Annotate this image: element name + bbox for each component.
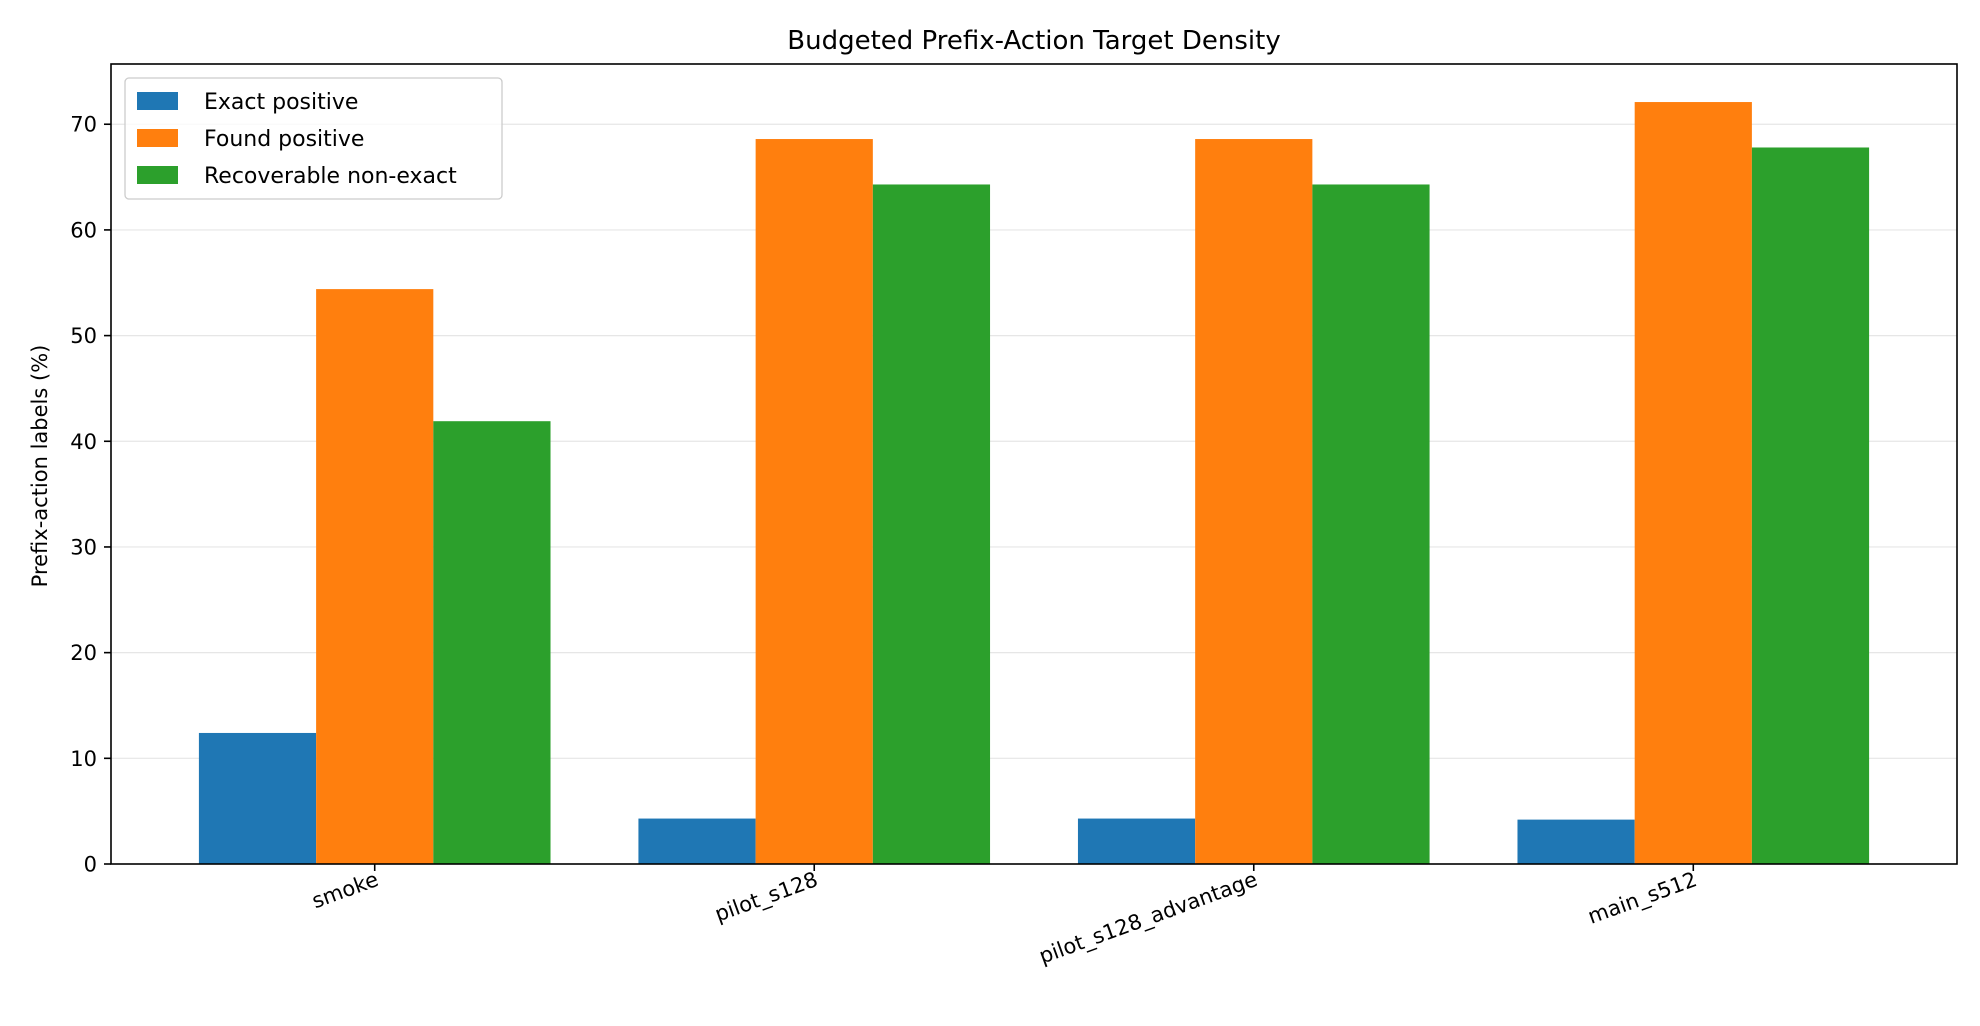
bar-found-positive-smoke	[316, 289, 434, 864]
x-tick-label: pilot_s128_advantage	[1036, 867, 1261, 969]
bar-found-positive-pilot-s128	[755, 139, 873, 864]
chart-title: Budgeted Prefix-Action Target Density	[787, 26, 1280, 56]
legend-label: Found positive	[204, 127, 364, 152]
x-tick-label: main_s512	[1585, 867, 1701, 929]
bars	[198, 102, 1870, 865]
y-tick-label: 20	[70, 641, 97, 665]
bar-exact-positive-main-s512	[1517, 819, 1635, 864]
y-tick-label: 70	[70, 113, 97, 137]
bar-exact-positive-smoke	[198, 732, 317, 864]
legend-swatch	[137, 166, 178, 184]
plot-area-frame	[110, 63, 1958, 865]
y-tick-label: 40	[70, 430, 97, 454]
y-tick-label: 10	[70, 747, 97, 771]
bar-recoverable-non-exact-pilot-s128-advantage	[1312, 184, 1430, 864]
legend-swatch	[137, 92, 178, 110]
bar-exact-positive-pilot-s128	[638, 818, 756, 864]
y-tick-label: 50	[70, 324, 97, 348]
bar-found-positive-main-s512	[1634, 102, 1752, 864]
legend-box	[124, 77, 503, 200]
x-tick-label: pilot_s128	[712, 867, 822, 927]
bar-found-positive-pilot-s128-advantage	[1195, 139, 1313, 864]
legend-label: Exact positive	[204, 90, 358, 115]
y-tick-label: 30	[70, 535, 97, 559]
y-tick-label: 60	[70, 218, 97, 242]
bar-recoverable-non-exact-main-s512	[1751, 147, 1870, 865]
bar-recoverable-non-exact-pilot-s128	[872, 184, 991, 864]
legend-swatch	[137, 129, 178, 147]
legend-label: Recoverable non-exact	[204, 164, 457, 189]
legend: Exact positive Found positive Recoverable …	[124, 77, 503, 200]
x-tick-label: smoke	[309, 867, 382, 913]
bar-recoverable-non-exact-smoke	[433, 421, 551, 864]
bar-exact-positive-pilot-s128-advantage	[1077, 818, 1196, 864]
x-axis: smoke pilot_s128 pilot_s128_advantage main_…	[309, 864, 1701, 969]
y-tick-label: 0	[84, 853, 97, 877]
y-axis-label: Prefix-action labels (%)	[28, 345, 52, 588]
y-axis: 0 10 20 30 40 50 60 70	[70, 113, 111, 877]
